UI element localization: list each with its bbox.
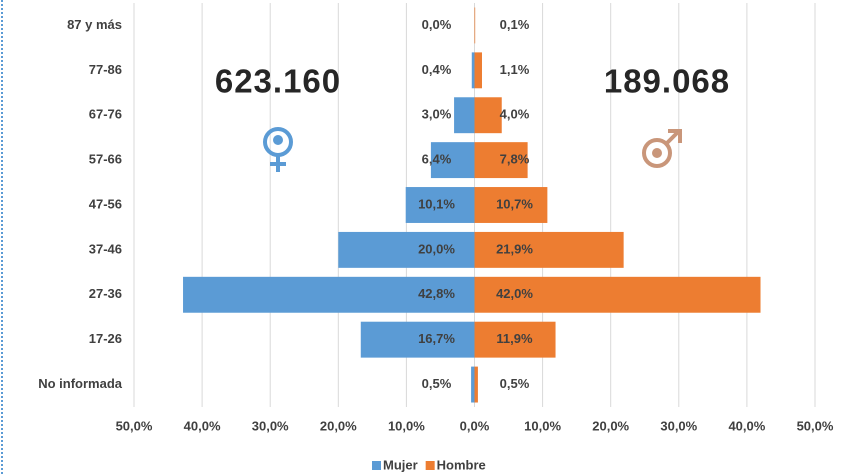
x-tick-label: 10,0% xyxy=(388,418,425,433)
bar xyxy=(474,7,476,44)
bar xyxy=(183,276,475,313)
x-tick-label: 20,0% xyxy=(320,418,357,433)
y-tick-label: 57-66 xyxy=(89,152,122,167)
data-label: 11,9% xyxy=(496,331,533,346)
bar xyxy=(474,52,482,89)
bar xyxy=(474,366,478,403)
data-label: 16,7% xyxy=(418,331,455,346)
legend-label: Mujer xyxy=(383,457,418,472)
data-label: 4,0% xyxy=(500,107,530,122)
x-tick-label: 10,0% xyxy=(524,418,561,433)
data-label: 0,1% xyxy=(500,17,530,32)
bar xyxy=(430,142,475,179)
x-tick-label: 30,0% xyxy=(252,418,289,433)
data-label: 0,0% xyxy=(422,17,452,32)
data-label: 6,4% xyxy=(422,152,452,167)
bar xyxy=(474,321,556,358)
y-tick-label: No informada xyxy=(38,376,123,391)
y-tick-label: 77-86 xyxy=(89,62,122,77)
bar xyxy=(338,231,475,268)
data-label: 1,1% xyxy=(500,62,530,77)
data-label: 42,0% xyxy=(496,286,533,301)
bar xyxy=(474,187,548,223)
data-label: 0,5% xyxy=(422,376,452,391)
data-label: 0,4% xyxy=(422,62,452,77)
data-label: 7,8% xyxy=(500,152,530,167)
x-tick-label: 50,0% xyxy=(116,418,153,433)
x-tick-label: 0,0% xyxy=(460,418,490,433)
bar xyxy=(471,366,475,403)
bar xyxy=(474,97,502,134)
bar xyxy=(360,321,475,358)
bar xyxy=(474,142,528,179)
bar xyxy=(474,276,761,313)
data-label: 10,7% xyxy=(496,196,533,211)
legend-swatch xyxy=(372,461,381,470)
x-tick-label: 20,0% xyxy=(592,418,629,433)
y-tick-label: 37-46 xyxy=(89,241,122,256)
x-tick-label: 40,0% xyxy=(728,418,765,433)
data-label: 21,9% xyxy=(496,241,533,256)
y-tick-label: 67-76 xyxy=(89,107,122,122)
male-total: 189.068 xyxy=(604,63,730,100)
y-tick-label: 87 y más xyxy=(67,17,122,32)
y-tick-label: 27-36 xyxy=(89,286,122,301)
male-icon xyxy=(642,129,682,168)
x-tick-label: 50,0% xyxy=(797,418,834,433)
bars xyxy=(183,7,761,403)
data-label: 42,8% xyxy=(418,286,455,301)
female-total: 623.160 xyxy=(215,63,341,100)
y-tick-label: 47-56 xyxy=(89,196,122,211)
bar xyxy=(405,187,475,223)
y-tick-label: 17-26 xyxy=(89,331,122,346)
bar xyxy=(474,231,624,268)
data-label: 3,0% xyxy=(422,107,452,122)
bar xyxy=(471,52,475,89)
legend-swatch xyxy=(425,461,435,470)
data-label: 0,5% xyxy=(500,376,530,391)
legend-label: Hombre xyxy=(437,457,486,472)
x-tick-label: 30,0% xyxy=(660,418,697,433)
data-label: 10,1% xyxy=(418,196,455,211)
data-label: 20,0% xyxy=(418,241,455,256)
bar xyxy=(454,97,475,134)
x-tick-label: 40,0% xyxy=(184,418,221,433)
female-icon xyxy=(263,127,293,172)
